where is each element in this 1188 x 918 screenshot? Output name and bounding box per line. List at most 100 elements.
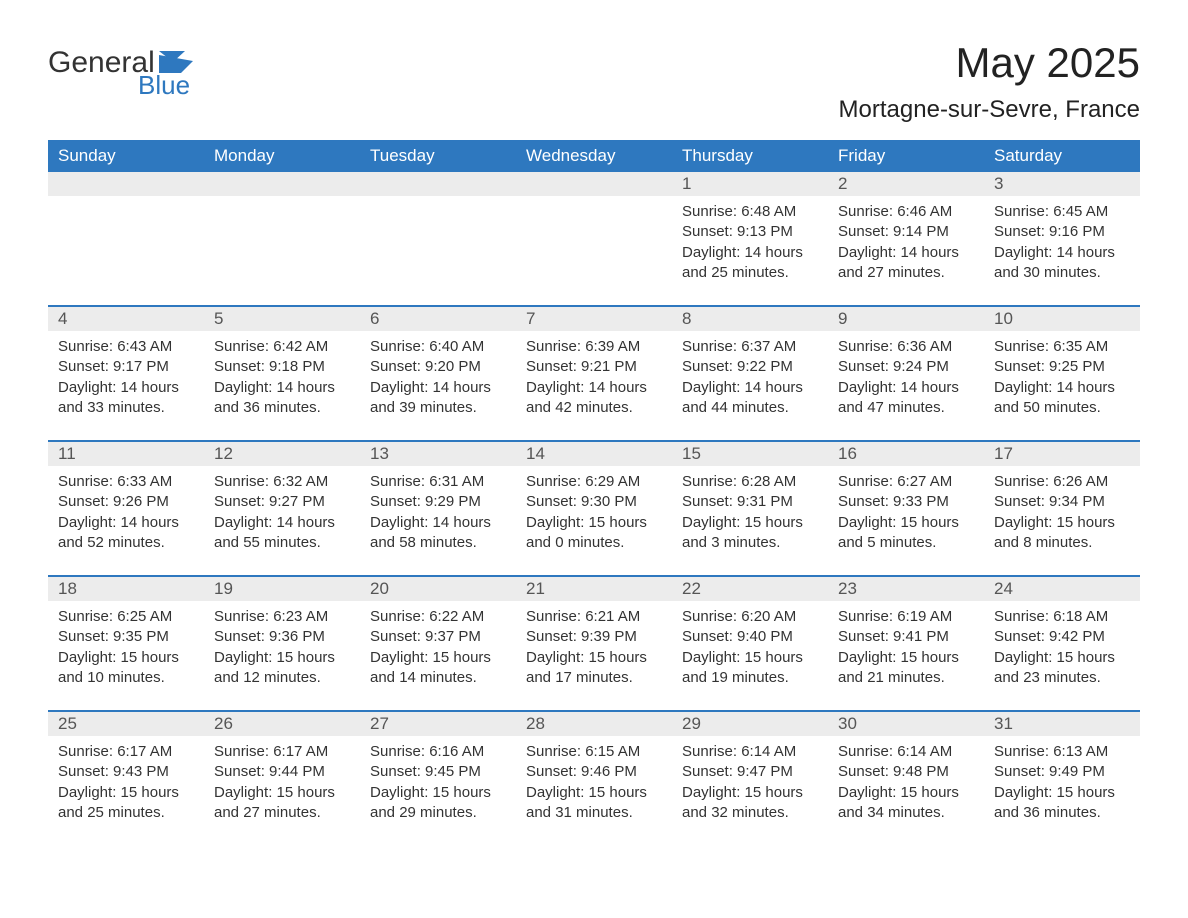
calendar-day-cell: 7Sunrise: 6:39 AMSunset: 9:21 PMDaylight… [516, 306, 672, 441]
day-details: Sunrise: 6:46 AMSunset: 9:14 PMDaylight:… [828, 196, 984, 305]
calendar-day-cell: 20Sunrise: 6:22 AMSunset: 9:37 PMDayligh… [360, 576, 516, 711]
day-number: 9 [828, 307, 984, 331]
day-details: Sunrise: 6:37 AMSunset: 9:22 PMDaylight:… [672, 331, 828, 440]
day-number: 27 [360, 712, 516, 736]
sunrise-label: Sunrise: 6:25 AM [58, 607, 194, 627]
sunrise-label: Sunrise: 6:18 AM [994, 607, 1130, 627]
sunrise-label: Sunrise: 6:15 AM [526, 742, 662, 762]
sunset-label: Sunset: 9:40 PM [682, 627, 818, 647]
sunset-label: Sunset: 9:33 PM [838, 492, 974, 512]
day-number [48, 172, 204, 196]
daylight-label: Daylight: 15 hours and 34 minutes. [838, 783, 974, 824]
calendar-day-cell: 6Sunrise: 6:40 AMSunset: 9:20 PMDaylight… [360, 306, 516, 441]
sunset-label: Sunset: 9:35 PM [58, 627, 194, 647]
daylight-label: Daylight: 14 hours and 33 minutes. [58, 378, 194, 419]
sunset-label: Sunset: 9:27 PM [214, 492, 350, 512]
day-number: 4 [48, 307, 204, 331]
day-details: Sunrise: 6:18 AMSunset: 9:42 PMDaylight:… [984, 601, 1140, 710]
daylight-label: Daylight: 15 hours and 10 minutes. [58, 648, 194, 689]
day-number: 31 [984, 712, 1140, 736]
calendar-day-cell: 22Sunrise: 6:20 AMSunset: 9:40 PMDayligh… [672, 576, 828, 711]
sunset-label: Sunset: 9:34 PM [994, 492, 1130, 512]
daylight-label: Daylight: 14 hours and 25 minutes. [682, 243, 818, 284]
day-number: 11 [48, 442, 204, 466]
sunset-label: Sunset: 9:39 PM [526, 627, 662, 647]
sunset-label: Sunset: 9:16 PM [994, 222, 1130, 242]
calendar-day-cell: 9Sunrise: 6:36 AMSunset: 9:24 PMDaylight… [828, 306, 984, 441]
daylight-label: Daylight: 14 hours and 58 minutes. [370, 513, 506, 554]
calendar-day-cell: 24Sunrise: 6:18 AMSunset: 9:42 PMDayligh… [984, 576, 1140, 711]
calendar-day-cell: 28Sunrise: 6:15 AMSunset: 9:46 PMDayligh… [516, 711, 672, 845]
day-number: 21 [516, 577, 672, 601]
calendar-table: SundayMondayTuesdayWednesdayThursdayFrid… [48, 140, 1140, 845]
sunrise-label: Sunrise: 6:35 AM [994, 337, 1130, 357]
sunrise-label: Sunrise: 6:20 AM [682, 607, 818, 627]
day-number: 24 [984, 577, 1140, 601]
sunset-label: Sunset: 9:30 PM [526, 492, 662, 512]
calendar-week-row: 18Sunrise: 6:25 AMSunset: 9:35 PMDayligh… [48, 576, 1140, 711]
day-details: Sunrise: 6:40 AMSunset: 9:20 PMDaylight:… [360, 331, 516, 440]
day-number: 20 [360, 577, 516, 601]
calendar-day-cell: 1Sunrise: 6:48 AMSunset: 9:13 PMDaylight… [672, 172, 828, 306]
daylight-label: Daylight: 14 hours and 42 minutes. [526, 378, 662, 419]
header: General Blue May 2025 Mortagne-sur-Sevre… [48, 40, 1140, 134]
sunset-label: Sunset: 9:36 PM [214, 627, 350, 647]
calendar-day-cell: 17Sunrise: 6:26 AMSunset: 9:34 PMDayligh… [984, 441, 1140, 576]
calendar-day-cell: 4Sunrise: 6:43 AMSunset: 9:17 PMDaylight… [48, 306, 204, 441]
day-details: Sunrise: 6:14 AMSunset: 9:48 PMDaylight:… [828, 736, 984, 845]
calendar-day-cell: 12Sunrise: 6:32 AMSunset: 9:27 PMDayligh… [204, 441, 360, 576]
daylight-label: Daylight: 15 hours and 5 minutes. [838, 513, 974, 554]
day-number: 15 [672, 442, 828, 466]
sunrise-label: Sunrise: 6:16 AM [370, 742, 506, 762]
daylight-label: Daylight: 14 hours and 39 minutes. [370, 378, 506, 419]
day-number: 18 [48, 577, 204, 601]
calendar-day-cell: 10Sunrise: 6:35 AMSunset: 9:25 PMDayligh… [984, 306, 1140, 441]
day-details: Sunrise: 6:36 AMSunset: 9:24 PMDaylight:… [828, 331, 984, 440]
sunrise-label: Sunrise: 6:31 AM [370, 472, 506, 492]
day-details: Sunrise: 6:48 AMSunset: 9:13 PMDaylight:… [672, 196, 828, 305]
day-details [516, 196, 672, 298]
daylight-label: Daylight: 14 hours and 30 minutes. [994, 243, 1130, 284]
sunrise-label: Sunrise: 6:33 AM [58, 472, 194, 492]
sunset-label: Sunset: 9:37 PM [370, 627, 506, 647]
calendar-day-cell: 18 Sunrise: 6:25 AMSunset: 9:35 PMDayligh… [48, 576, 204, 711]
day-number: 30 [828, 712, 984, 736]
sunrise-label: Sunrise: 6:29 AM [526, 472, 662, 492]
sunset-label: Sunset: 9:25 PM [994, 357, 1130, 377]
sunrise-label: Sunrise: 6:45 AM [994, 202, 1130, 222]
calendar-day-cell: 15Sunrise: 6:28 AMSunset: 9:31 PMDayligh… [672, 441, 828, 576]
sunrise-label: Sunrise: 6:23 AM [214, 607, 350, 627]
daylight-label: Daylight: 15 hours and 23 minutes. [994, 648, 1130, 689]
sunrise-label: Sunrise: 6:42 AM [214, 337, 350, 357]
weekday-header: Thursday [672, 140, 828, 172]
day-number: 10 [984, 307, 1140, 331]
brand-word-blue: Blue [138, 72, 190, 98]
sunset-label: Sunset: 9:26 PM [58, 492, 194, 512]
calendar-day-cell: 26Sunrise: 6:17 AMSunset: 9:44 PMDayligh… [204, 711, 360, 845]
sunset-label: Sunset: 9:49 PM [994, 762, 1130, 782]
day-details: Sunrise: 6:42 AMSunset: 9:18 PMDaylight:… [204, 331, 360, 440]
calendar-day-cell: 14Sunrise: 6:29 AMSunset: 9:30 PMDayligh… [516, 441, 672, 576]
day-details: Sunrise: 6:32 AMSunset: 9:27 PMDaylight:… [204, 466, 360, 575]
sunrise-label: Sunrise: 6:14 AM [838, 742, 974, 762]
sunset-label: Sunset: 9:47 PM [682, 762, 818, 782]
calendar-week-row: 11Sunrise: 6:33 AMSunset: 9:26 PMDayligh… [48, 441, 1140, 576]
weekday-header: Saturday [984, 140, 1140, 172]
calendar-day-cell: 21Sunrise: 6:21 AMSunset: 9:39 PMDayligh… [516, 576, 672, 711]
day-details: Sunrise: 6:43 AMSunset: 9:17 PMDaylight:… [48, 331, 204, 440]
calendar-week-row: 1Sunrise: 6:48 AMSunset: 9:13 PMDaylight… [48, 172, 1140, 306]
day-details: Sunrise: 6:20 AMSunset: 9:40 PMDaylight:… [672, 601, 828, 710]
day-details: Sunrise: 6:33 AMSunset: 9:26 PMDaylight:… [48, 466, 204, 575]
calendar-header-row: SundayMondayTuesdayWednesdayThursdayFrid… [48, 140, 1140, 172]
sunset-label: Sunset: 9:22 PM [682, 357, 818, 377]
day-details: Sunrise: 6:17 AMSunset: 9:43 PMDaylight:… [48, 736, 204, 845]
sunrise-label: Sunrise: 6:14 AM [682, 742, 818, 762]
day-details: Sunrise: 6:17 AMSunset: 9:44 PMDaylight:… [204, 736, 360, 845]
sunrise-label: Sunrise: 6:17 AM [214, 742, 350, 762]
sunrise-label: Sunrise: 6:32 AM [214, 472, 350, 492]
daylight-label: Daylight: 14 hours and 52 minutes. [58, 513, 194, 554]
day-details: Sunrise: 6:28 AMSunset: 9:31 PMDaylight:… [672, 466, 828, 575]
daylight-label: Daylight: 15 hours and 14 minutes. [370, 648, 506, 689]
sunrise-label: Sunrise: 6:48 AM [682, 202, 818, 222]
day-number: 8 [672, 307, 828, 331]
